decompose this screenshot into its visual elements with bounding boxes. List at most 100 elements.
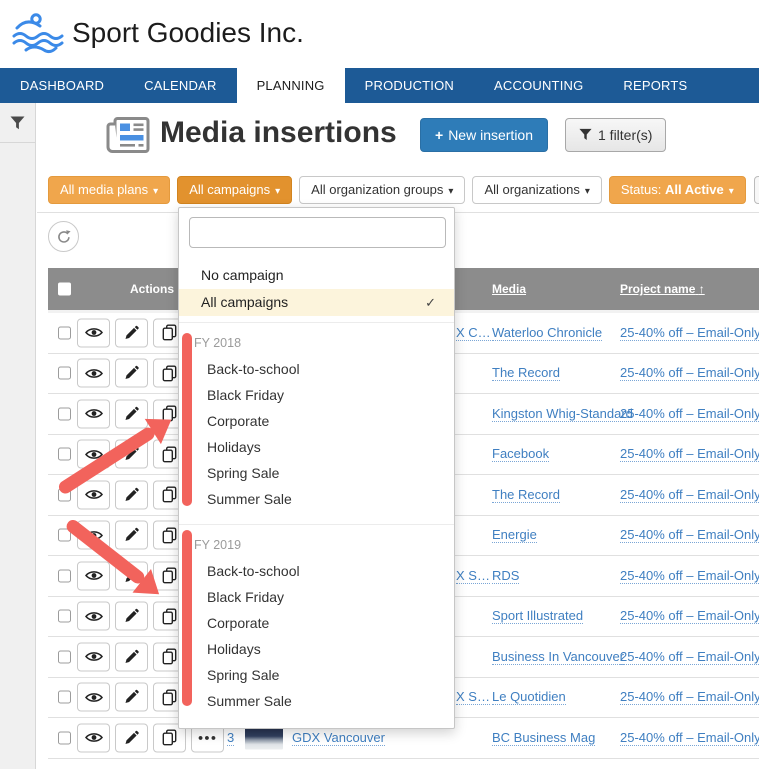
row-media-link[interactable]: Kingston Whig-Standard: [492, 405, 633, 422]
nav-tab[interactable]: REPORTS: [623, 78, 688, 93]
row-media-link[interactable]: RDS: [492, 567, 520, 584]
edit-button[interactable]: [115, 439, 148, 469]
view-button[interactable]: [77, 318, 110, 348]
copy-icon: [162, 689, 177, 706]
row-media-link[interactable]: Business In Vancouver: [492, 648, 624, 665]
status-filter-button[interactable]: Status: All Active ▾: [608, 176, 746, 204]
copy-icon: [162, 648, 177, 665]
campaign-group-option[interactable]: Black Friday: [207, 387, 285, 403]
nav-tab[interactable]: PRODUCTION: [364, 78, 455, 93]
row-media-link[interactable]: Energie: [492, 527, 537, 544]
row-checkbox[interactable]: [58, 366, 71, 380]
campaign-group-label: FY 2018: [194, 336, 242, 350]
campaign-group-option[interactable]: Summer Sale: [207, 693, 292, 709]
view-button[interactable]: [77, 439, 110, 469]
row-project-link[interactable]: 25-40% off – Email-Only Offe: [620, 649, 759, 665]
campaigns-filter-button[interactable]: All campaigns ▾: [177, 176, 293, 204]
row-checkbox[interactable]: [58, 609, 71, 623]
view-button[interactable]: [77, 480, 110, 510]
row-project-link[interactable]: 25-40% off – Email-Only Offe: [620, 365, 759, 382]
edit-button[interactable]: [115, 723, 148, 753]
row-media-link[interactable]: The Record: [492, 365, 560, 382]
campaign-group-option[interactable]: Holidays: [207, 641, 261, 657]
row-checkbox[interactable]: [58, 447, 71, 461]
campaign-group-option[interactable]: Summer Sale: [207, 491, 292, 507]
nav-tab[interactable]: ACCOUNTING: [494, 78, 584, 93]
campaign-group-option[interactable]: Spring Sale: [207, 465, 280, 481]
view-button[interactable]: [77, 682, 110, 712]
campaign-group-option[interactable]: Back-to-school: [207, 361, 300, 377]
edit-button[interactable]: [115, 358, 148, 388]
nav-tab[interactable]: DASHBOARD: [20, 78, 105, 93]
campaign-group-option[interactable]: Corporate: [207, 615, 270, 631]
media-column-header[interactable]: Media: [492, 282, 527, 296]
view-button[interactable]: [77, 601, 110, 631]
row-media-link[interactable]: The Record: [492, 486, 560, 503]
row-media-link[interactable]: Le Quotidien: [492, 689, 566, 706]
row-project-link[interactable]: 25-40% off – Email-Only Offe: [620, 527, 759, 544]
rail-filter-toggle[interactable]: [0, 103, 35, 143]
row-media-link[interactable]: Waterloo Chronicle: [492, 324, 603, 341]
view-button[interactable]: [77, 358, 110, 388]
campaign-option[interactable]: All campaigns ✓: [179, 289, 454, 316]
edit-button[interactable]: [115, 682, 148, 712]
view-button[interactable]: [77, 561, 110, 591]
duplicate-button[interactable]: [153, 601, 186, 631]
select-all-checkbox[interactable]: [58, 282, 71, 296]
row-project-link[interactable]: 25-40% off – Email-Only Offe: [620, 689, 759, 706]
row-organization-fragment[interactable]: X C…: [456, 324, 491, 341]
row-thumbnail[interactable]: [245, 726, 283, 750]
row-project-link[interactable]: 25-40% off – Email-Only Offe: [620, 487, 759, 503]
row-checkbox[interactable]: [58, 528, 71, 542]
organization-groups-filter-button[interactable]: All organization groups ▾: [299, 176, 466, 204]
edit-button[interactable]: [115, 480, 148, 510]
edit-button[interactable]: [115, 561, 148, 591]
row-checkbox[interactable]: [58, 488, 71, 502]
view-button[interactable]: [77, 399, 110, 429]
row-checkbox[interactable]: [58, 650, 71, 664]
row-organization-fragment[interactable]: X S…: [456, 567, 490, 584]
row-checkbox[interactable]: [58, 690, 71, 704]
edit-button[interactable]: [115, 318, 148, 348]
view-button[interactable]: [77, 723, 110, 753]
row-count-link[interactable]: 3: [227, 729, 235, 746]
search-button[interactable]: [753, 176, 759, 204]
row-project-link[interactable]: 25-40% off – Email-Only Offe: [620, 568, 759, 584]
campaign-group-option[interactable]: Corporate: [207, 413, 270, 429]
row-organization-link[interactable]: GDX Vancouver: [292, 729, 385, 746]
project-column-header[interactable]: Project name ↑: [620, 282, 705, 296]
row-project-link[interactable]: 25-40% off – Email-Only Offe: [620, 325, 759, 341]
edit-button[interactable]: [115, 642, 148, 672]
media-plans-filter-button[interactable]: All media plans ▾: [48, 176, 171, 204]
organizations-filter-button[interactable]: All organizations ▾: [472, 176, 602, 204]
row-project-link[interactable]: 25-40% off – Email-Only Offe: [620, 406, 759, 422]
campaign-search-input[interactable]: [189, 217, 446, 248]
view-button[interactable]: [77, 642, 110, 672]
row-checkbox[interactable]: [58, 326, 71, 340]
row-checkbox[interactable]: [58, 569, 71, 583]
nav-tab[interactable]: CALENDAR: [144, 78, 217, 93]
row-project-link[interactable]: 25-40% off – Email-Only Offe: [620, 730, 759, 746]
edit-button[interactable]: [115, 399, 148, 429]
row-media-link[interactable]: BC Business Mag: [492, 729, 596, 746]
campaign-group-option[interactable]: Spring Sale: [207, 667, 280, 683]
new-insertion-button[interactable]: + New insertion: [420, 118, 549, 152]
row-organization-fragment[interactable]: X S…: [456, 689, 490, 706]
campaign-option[interactable]: No campaign: [179, 262, 454, 289]
row-media-link[interactable]: Facebook: [492, 446, 550, 463]
edit-button[interactable]: [115, 520, 148, 550]
row-checkbox[interactable]: [58, 731, 71, 745]
row-checkbox[interactable]: [58, 407, 71, 421]
edit-button[interactable]: [115, 601, 148, 631]
row-media-link[interactable]: Sport Illustrated: [492, 608, 584, 625]
row-project-link[interactable]: 25-40% off – Email-Only Offe: [620, 608, 759, 625]
chevron-down-icon: ▾: [448, 186, 454, 197]
filter-count-button[interactable]: 1 filter(s): [565, 118, 667, 152]
campaign-group-option[interactable]: Holidays: [207, 439, 261, 455]
campaign-group-option[interactable]: Black Friday: [207, 589, 285, 605]
refresh-button[interactable]: [48, 221, 79, 252]
nav-tab[interactable]: PLANNING: [236, 68, 345, 103]
view-button[interactable]: [77, 520, 110, 550]
row-project-link[interactable]: 25-40% off – Email-Only Offe: [620, 446, 759, 463]
campaign-group-option[interactable]: Back-to-school: [207, 563, 300, 579]
